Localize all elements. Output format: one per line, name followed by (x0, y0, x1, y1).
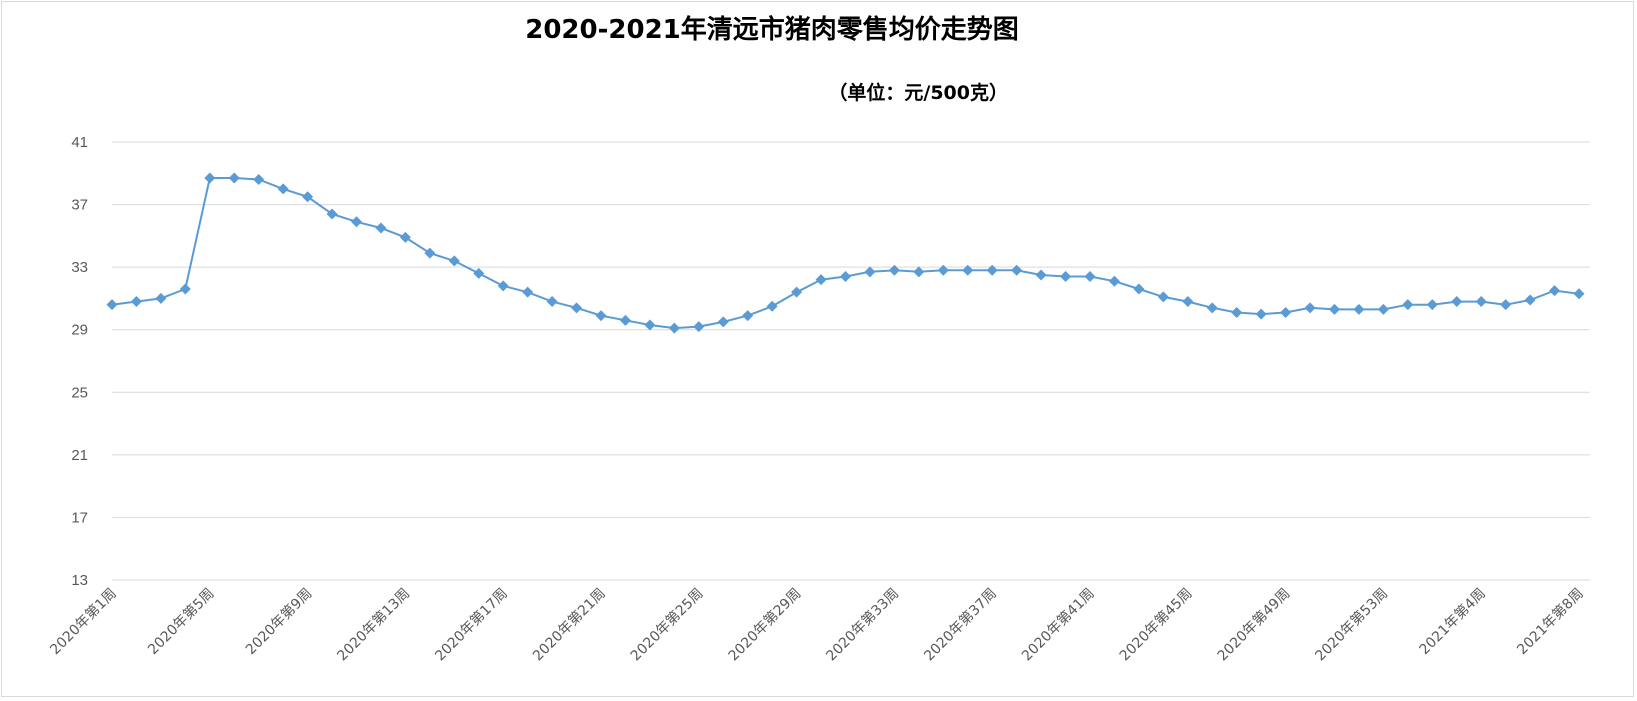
data-point (1035, 269, 1047, 281)
data-point (1255, 308, 1267, 320)
x-tick-label: 2020年第1周 (47, 585, 120, 658)
gridlines (112, 141, 1590, 581)
data-point (791, 286, 803, 298)
data-point (815, 274, 827, 286)
data-point (840, 271, 851, 283)
price-series (106, 172, 1585, 334)
x-tick-label: 2020年第25周 (627, 585, 707, 665)
chart-title: 2020-2021年清远市猪肉零售均价走势图 (525, 14, 1019, 45)
x-tick-label: 2020年第45周 (1116, 585, 1196, 665)
data-point (1280, 307, 1292, 319)
data-point (1329, 303, 1340, 315)
data-point (693, 321, 705, 333)
x-tick-label: 2020年第37周 (921, 585, 1001, 665)
data-point (1377, 303, 1389, 315)
data-point (375, 222, 387, 234)
data-point (619, 314, 631, 326)
data-point (962, 264, 974, 276)
data-point (497, 280, 509, 292)
data-point (1133, 283, 1145, 295)
y-tick-label: 25 (71, 384, 88, 401)
data-point (1402, 299, 1414, 311)
x-tick-label: 2021年第4周 (1416, 585, 1489, 658)
y-axis-ticks: 13 17 21 25 29 33 37 41 (71, 134, 88, 589)
x-tick-label: 2020年第49周 (1214, 585, 1294, 665)
data-point (571, 302, 583, 314)
data-point (228, 172, 240, 184)
data-point (1231, 307, 1243, 319)
y-tick-label: 17 (71, 509, 88, 526)
data-point (473, 267, 485, 279)
data-point (937, 264, 949, 276)
x-tick-label: 2021年第8周 (1514, 585, 1587, 658)
data-point (277, 183, 289, 195)
data-point (155, 292, 167, 304)
x-tick-label: 2020年第41周 (1018, 585, 1098, 665)
x-tick-label: 2020年第21周 (529, 585, 609, 665)
data-point (1500, 299, 1512, 311)
data-point (595, 310, 607, 322)
data-point (1182, 296, 1194, 308)
data-point (644, 319, 656, 331)
data-point (1206, 302, 1218, 314)
data-point (1573, 288, 1585, 300)
data-point (1060, 271, 1072, 283)
data-point (1451, 296, 1463, 308)
x-tick-label: 2020年第17周 (432, 585, 512, 665)
data-point (106, 299, 118, 311)
y-tick-label: 21 (71, 447, 88, 464)
data-point (424, 247, 436, 259)
data-point (717, 316, 729, 328)
data-point (864, 266, 876, 278)
data-point (448, 255, 460, 267)
x-tick-label: 2020年第53周 (1312, 585, 1392, 665)
data-point (1157, 291, 1169, 303)
data-point (986, 264, 998, 276)
y-tick-label: 41 (71, 134, 88, 151)
data-point (668, 322, 680, 334)
data-point (888, 264, 900, 276)
data-point (766, 300, 778, 312)
data-point (302, 191, 314, 203)
data-point (1084, 271, 1096, 283)
data-point (1011, 264, 1023, 276)
y-tick-label: 37 (71, 197, 88, 214)
data-point (253, 174, 265, 186)
data-point (913, 266, 925, 278)
y-tick-label: 33 (71, 259, 88, 276)
unit-label: （单位：元/500克） (828, 81, 1008, 104)
data-point (130, 296, 142, 308)
data-point (204, 172, 216, 184)
data-point (179, 283, 191, 295)
x-tick-label: 2020年第33周 (823, 585, 903, 665)
data-point (1426, 299, 1438, 311)
data-point (742, 310, 754, 322)
x-tick-label: 2020年第29周 (725, 585, 805, 665)
data-point (1353, 303, 1365, 315)
x-tick-label: 2020年第13周 (334, 585, 414, 665)
data-point (1524, 294, 1536, 306)
x-axis-ticks: 2020年第1周 2020年第5周 2020年第9周 2020年第13周 2020年第1… (47, 585, 1587, 665)
y-tick-label: 13 (71, 572, 88, 589)
data-point (546, 296, 558, 308)
data-point (351, 216, 362, 228)
data-point (1549, 285, 1561, 297)
x-tick-label: 2020年第9周 (242, 585, 315, 658)
data-point (522, 286, 534, 298)
data-point (1108, 275, 1120, 287)
data-point (1304, 302, 1316, 314)
y-tick-label: 29 (71, 322, 88, 339)
x-tick-label: 2020年第5周 (144, 585, 217, 658)
data-point (326, 208, 338, 220)
data-point (1475, 296, 1487, 308)
data-point (399, 231, 411, 243)
